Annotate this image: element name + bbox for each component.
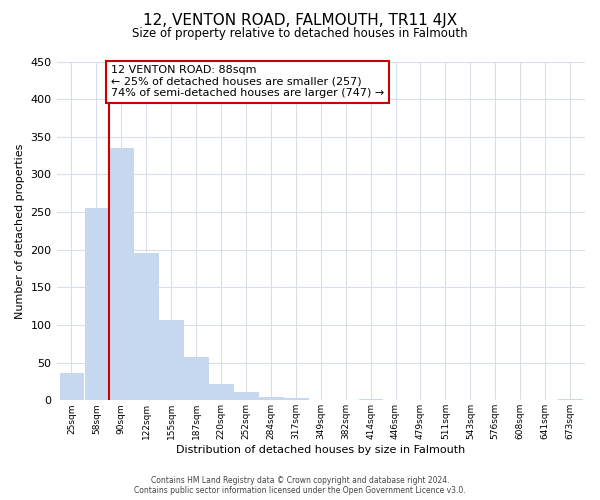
Bar: [359, 399, 382, 400]
Bar: [284, 398, 308, 400]
Bar: [234, 392, 258, 400]
Text: 12 VENTON ROAD: 88sqm
← 25% of detached houses are smaller (257)
74% of semi-det: 12 VENTON ROAD: 88sqm ← 25% of detached …: [111, 66, 384, 98]
Text: Size of property relative to detached houses in Falmouth: Size of property relative to detached ho…: [132, 28, 468, 40]
Bar: [259, 396, 283, 400]
Bar: [59, 373, 83, 400]
Text: Contains HM Land Registry data © Crown copyright and database right 2024.
Contai: Contains HM Land Registry data © Crown c…: [134, 476, 466, 495]
Bar: [558, 399, 582, 400]
Bar: [209, 384, 233, 400]
Bar: [134, 252, 158, 400]
X-axis label: Distribution of detached houses by size in Falmouth: Distribution of detached houses by size …: [176, 445, 466, 455]
Y-axis label: Number of detached properties: Number of detached properties: [15, 143, 25, 318]
Bar: [110, 148, 133, 401]
Bar: [85, 208, 108, 400]
Text: 12, VENTON ROAD, FALMOUTH, TR11 4JX: 12, VENTON ROAD, FALMOUTH, TR11 4JX: [143, 12, 457, 28]
Bar: [160, 320, 183, 400]
Bar: [184, 358, 208, 401]
